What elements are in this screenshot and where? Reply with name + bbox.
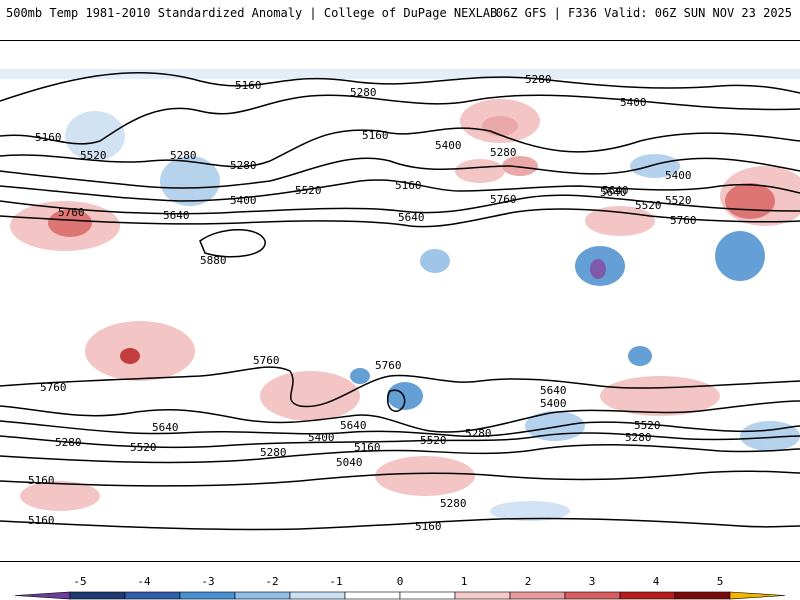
contour-label: 5400 [665, 169, 692, 182]
contour-label: 5520 [635, 199, 662, 212]
contour-label: 5280 [490, 146, 517, 159]
colorbar-tick-label: 5 [717, 575, 724, 588]
colorbar-tick-label: 2 [525, 575, 532, 588]
colorbar-tick-label: -2 [265, 575, 278, 588]
contour-label: 5160 [395, 179, 422, 192]
colorbar-segment [399, 591, 456, 600]
contour-label: 5160 [415, 520, 442, 533]
title-right: 06Z GFS | F336 Valid: 06Z SUN NOV 23 202… [495, 6, 792, 20]
colorbar-segment [564, 591, 621, 600]
contour-label: 5520 [665, 194, 692, 207]
colorbar-tick-label: -4 [137, 575, 151, 588]
colorbar-tick-label: 0 [397, 575, 404, 588]
colorbar-segment [454, 591, 511, 600]
contour-label: 5400 [435, 139, 462, 152]
contour-label: 5760 [40, 381, 67, 394]
colorbar-segment [234, 591, 291, 600]
colorbar-segment [179, 591, 236, 600]
contour-label: 5880 [200, 254, 227, 267]
contour-label: 5160 [35, 131, 62, 144]
height-contours [0, 72, 800, 531]
colorbar: -5 -4 -3 -2 -1 0 1 2 3 4 5 [14, 575, 786, 600]
contour-label: 5280 [260, 446, 287, 459]
contour-label: 5760 [490, 193, 517, 206]
contour-label: 5400 [540, 397, 567, 410]
contour-label: 5400 [308, 431, 335, 444]
colorbar-tick-label: 3 [589, 575, 596, 588]
colorbar-tick-label: -3 [201, 575, 214, 588]
colorbar-segment [344, 591, 401, 600]
contour-label: 5400 [620, 96, 647, 109]
contour-label: 5640 [540, 384, 567, 397]
contour-label: 5160 [362, 129, 389, 142]
colorbar-segment [674, 591, 731, 600]
contour-label: 5280 [170, 149, 197, 162]
colorbar-segment [289, 591, 346, 600]
colorbar-tick-label: 4 [653, 575, 660, 588]
colorbar-segment [124, 591, 181, 600]
anomaly-shading [0, 69, 800, 521]
contour-label: 5760 [375, 359, 402, 372]
contour-label: 5640 [163, 209, 190, 222]
contour-label: 5520 [295, 184, 322, 197]
contour-label: 5040 [336, 456, 363, 469]
colorbar-segment [14, 591, 71, 600]
contour-label: 5520 [634, 419, 661, 432]
contour-label: 5280 [440, 497, 467, 510]
anomaly-map: 5160 5280 5160 5280 5400 5520 5280 5160 … [0, 40, 800, 562]
colorbar-tick-label: -1 [329, 575, 342, 588]
contour-label: 5160 [28, 514, 55, 527]
contour-label: 5400 [230, 194, 257, 207]
contour-label: 5640 [602, 184, 629, 197]
colorbar-tick-label: 1 [461, 575, 468, 588]
contour-label: 5760 [670, 214, 697, 227]
colorbar-segment [729, 591, 786, 600]
contour-label: 5520 [420, 434, 447, 447]
colorbar-segment [509, 591, 566, 600]
contour-label: 5520 [130, 441, 157, 454]
contour-label: 5280 [55, 436, 82, 449]
contour-label: 5280 [230, 159, 257, 172]
contour-label: 5640 [398, 211, 425, 224]
contour-label: 5640 [152, 421, 179, 434]
colorbar-segment [69, 591, 126, 600]
colorbar-segment [619, 591, 676, 600]
contour-label: 5520 [80, 149, 107, 162]
contour-label: 5640 [600, 186, 627, 199]
colorbar-tick-label: -5 [73, 575, 86, 588]
contour-label: 5760 [58, 206, 85, 219]
contour-label: 5160 [28, 474, 55, 487]
contour-label: 5160 [354, 441, 381, 454]
colorbar-ticks: -5 -4 -3 -2 -1 0 1 2 3 4 5 [73, 575, 723, 588]
contour-label: 5640 [340, 419, 367, 432]
contour-label: 5280 [525, 73, 552, 86]
colorbar-bar [14, 591, 786, 600]
contour-label: 5160 [235, 79, 262, 92]
title-left: 500mb Temp 1981-2010 Standardized Anomal… [6, 6, 498, 20]
contour-label: 5280 [350, 86, 377, 99]
contour-label: 5280 [465, 427, 492, 440]
contour-labels: 5160 5280 5160 5280 5400 5520 5280 5160 … [28, 73, 697, 533]
contour-label: 5280 [625, 431, 652, 444]
contour-label: 5760 [253, 354, 280, 367]
